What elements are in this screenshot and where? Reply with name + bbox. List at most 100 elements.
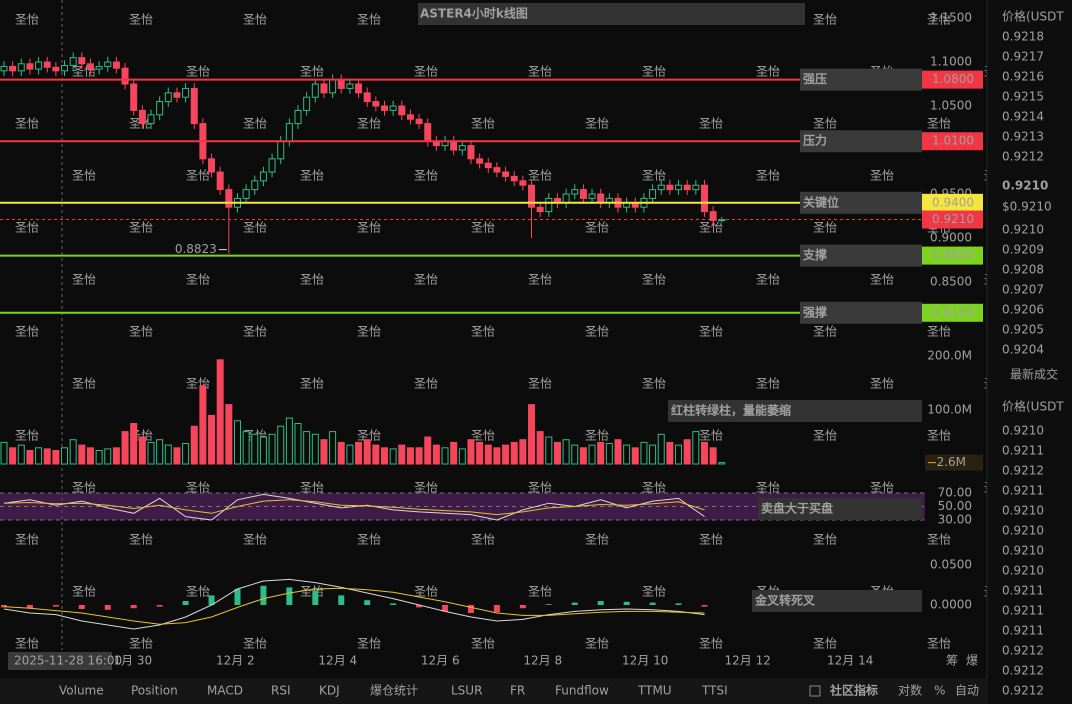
ask-price: 0.9212 bbox=[1002, 150, 1044, 164]
candle-body bbox=[26, 63, 34, 70]
watermark: 圣怡 bbox=[699, 325, 723, 339]
candle-body bbox=[164, 92, 172, 103]
watermark: 圣怡 bbox=[357, 429, 381, 443]
watermark: 圣怡 bbox=[357, 637, 381, 651]
watermark: 圣怡 bbox=[129, 533, 153, 547]
indicator-tab[interactable]: TTSI bbox=[701, 684, 728, 698]
watermark: 圣怡 bbox=[300, 481, 324, 495]
toolbar-button[interactable]: 自动 bbox=[955, 684, 979, 698]
macd-bar bbox=[78, 605, 85, 609]
watermark: 圣怡 bbox=[243, 117, 267, 131]
volume-bar bbox=[649, 444, 657, 465]
ask-price: 0.9215 bbox=[1002, 90, 1044, 104]
level-label: 0.8800 bbox=[932, 248, 974, 262]
watermark: 圣怡 bbox=[585, 533, 609, 547]
candle-body bbox=[406, 114, 414, 120]
macd-bar bbox=[286, 587, 293, 605]
watermark: 圣怡 bbox=[699, 637, 723, 651]
indicator-tab[interactable]: Fundflow bbox=[555, 684, 609, 698]
candle-body bbox=[493, 167, 501, 173]
indicator-tab[interactable]: Volume bbox=[59, 684, 104, 698]
macd-bar bbox=[26, 605, 33, 609]
candle-body bbox=[337, 79, 345, 89]
watermark: 圣怡 bbox=[471, 117, 495, 131]
trade-price: 0.9212 bbox=[1002, 664, 1044, 678]
candle-body bbox=[562, 193, 570, 204]
indicator-tab[interactable]: KDJ bbox=[319, 684, 340, 698]
volume-bar bbox=[631, 447, 639, 465]
volume-bar bbox=[104, 448, 112, 465]
x-tick-label: 12月 10 bbox=[622, 654, 668, 668]
toolbar-button[interactable]: 社区指标 bbox=[829, 683, 878, 698]
side-button[interactable]: 爆 bbox=[966, 654, 978, 668]
x-tick-label: 12月 2 bbox=[216, 654, 255, 668]
macd-bar bbox=[675, 603, 682, 605]
candle-body bbox=[35, 61, 43, 70]
toolbar-button[interactable]: 对数 bbox=[898, 683, 922, 698]
volume-bar bbox=[121, 431, 129, 465]
watermark: 圣怡 bbox=[186, 65, 210, 79]
volume-bar bbox=[502, 444, 510, 465]
ask-price: 0.9217 bbox=[1002, 50, 1044, 64]
watermark: 圣怡 bbox=[642, 585, 666, 599]
candle-body bbox=[355, 83, 363, 94]
watermark: 圣怡 bbox=[471, 221, 495, 235]
bid-price: 0.9206 bbox=[1002, 303, 1044, 317]
candle-body bbox=[363, 92, 371, 103]
y-tick-label: 200.0M bbox=[927, 349, 972, 363]
side-button[interactable]: 筹 bbox=[946, 654, 958, 668]
indicator-tab[interactable]: LSUR bbox=[451, 684, 482, 698]
y-tick-label: 0.0000 bbox=[930, 598, 972, 612]
y-tick-label: 0.8500 bbox=[930, 275, 972, 289]
indicator-icon bbox=[809, 685, 821, 697]
candle-body bbox=[545, 197, 553, 213]
watermark: 圣怡 bbox=[642, 377, 666, 391]
annotation-box bbox=[752, 590, 922, 612]
level-note-box bbox=[800, 68, 922, 91]
volume-bar bbox=[458, 448, 466, 465]
candle-body bbox=[700, 184, 708, 213]
watermark: 圣怡 bbox=[471, 533, 495, 547]
volume-bar bbox=[623, 444, 631, 465]
volume-bar bbox=[303, 431, 311, 465]
indicator-tab[interactable]: 爆仓统计 bbox=[370, 684, 418, 698]
watermark: 圣怡 bbox=[585, 117, 609, 131]
macd-bar bbox=[390, 603, 397, 605]
candle-body bbox=[389, 105, 397, 111]
indicator-tab[interactable]: TTMU bbox=[637, 684, 672, 698]
y-tick-label: 0.0500 bbox=[930, 558, 972, 572]
candle-body bbox=[173, 92, 181, 98]
trade-price: 0.9211 bbox=[1002, 484, 1044, 498]
candle-body bbox=[657, 184, 665, 191]
candle-body bbox=[450, 140, 458, 151]
indicator-tab[interactable]: MACD bbox=[207, 684, 243, 698]
volume-bar bbox=[208, 414, 216, 465]
indicator-tab[interactable]: RSI bbox=[271, 684, 291, 698]
watermark: 圣怡 bbox=[699, 117, 723, 131]
watermark: 圣怡 bbox=[528, 273, 552, 287]
macd-bar bbox=[623, 601, 630, 605]
x-tick-label: 12月 14 bbox=[827, 654, 873, 668]
indicator-tab[interactable]: FR bbox=[510, 684, 525, 698]
watermark: 圣怡 bbox=[300, 585, 324, 599]
candle-body bbox=[268, 158, 276, 173]
watermark: 圣怡 bbox=[927, 117, 951, 131]
indicator-tab[interactable]: Position bbox=[131, 684, 178, 698]
annotation: 金叉转死叉 bbox=[754, 593, 816, 608]
x-tick-label: 12月 6 bbox=[421, 654, 460, 668]
watermark: 圣怡 bbox=[300, 65, 324, 79]
volume-bar bbox=[311, 433, 319, 465]
candle-body bbox=[251, 180, 259, 191]
level-note-box bbox=[800, 301, 922, 324]
volume-bar bbox=[562, 439, 570, 465]
watermark: 圣怡 bbox=[756, 377, 780, 391]
toolbar-button[interactable]: % bbox=[934, 684, 945, 698]
candle-body bbox=[190, 87, 198, 125]
trades-header: 价格(USDT bbox=[1002, 399, 1064, 414]
watermark: 圣怡 bbox=[15, 325, 39, 339]
candle-body bbox=[294, 109, 302, 125]
watermark: 圣怡 bbox=[528, 169, 552, 183]
y-tick-label: 0.9000 bbox=[930, 231, 972, 245]
candle-body bbox=[147, 114, 155, 125]
